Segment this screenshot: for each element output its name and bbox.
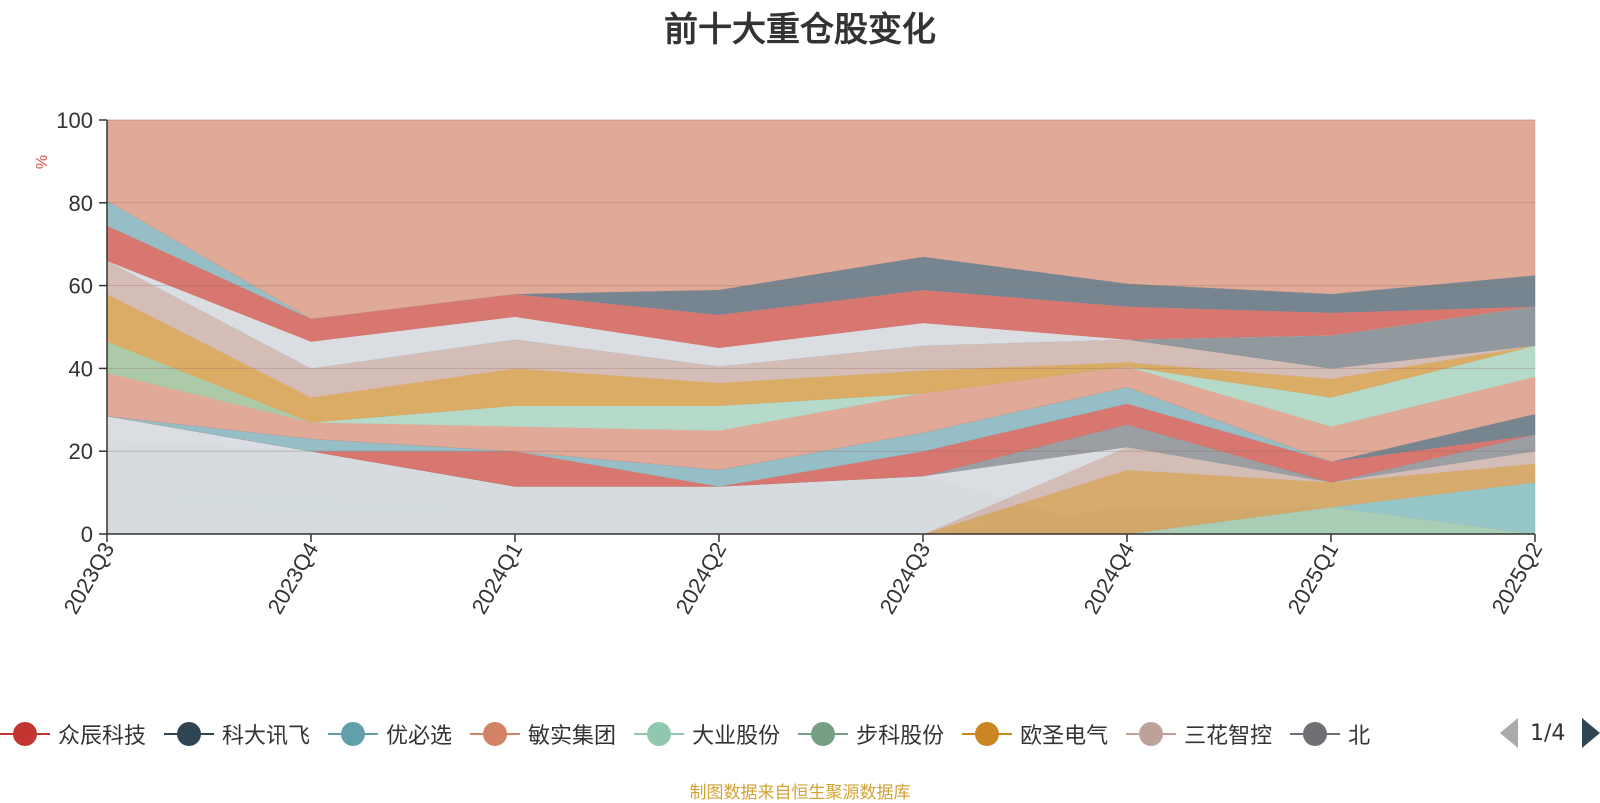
- area-band-24: [106, 119, 1536, 319]
- legend: 众辰科技 科大讯飞 优必选 敏实集团 大业股份 步科股份 欧圣电气 三花智控 北 1/4: [0, 712, 1600, 756]
- y-tick-label: 100: [56, 108, 93, 133]
- legend-item[interactable]: 大业股份: [634, 712, 780, 756]
- legend-label: 优必选: [386, 724, 453, 749]
- legend-label: 北: [1348, 724, 1371, 749]
- y-tick-label: 20: [69, 439, 93, 464]
- legend-marker-icon: [962, 722, 1013, 746]
- chart-title: 前十大重仓股变化: [664, 10, 936, 50]
- legend-item[interactable]: 三花智控: [1126, 712, 1272, 756]
- x-tick-label: 2023Q4: [263, 538, 324, 618]
- y-tick-label: 0: [81, 522, 93, 547]
- y-axis-unit-label: %: [34, 155, 51, 169]
- legend-items: 众辰科技 科大讯飞 优必选 敏实集团 大业股份 步科股份 欧圣电气 三花智控 北: [0, 712, 1480, 756]
- x-tick-label: 2024Q4: [1079, 538, 1140, 618]
- legend-item[interactable]: 优必选: [328, 712, 452, 756]
- x-tick-label: 2025Q2: [1487, 538, 1548, 618]
- legend-next-page-arrow-icon[interactable]: [1582, 718, 1600, 748]
- legend-marker-icon: [470, 722, 521, 746]
- legend-item[interactable]: 欧圣电气: [962, 712, 1108, 756]
- x-tick-label: 2024Q2: [671, 538, 732, 618]
- legend-marker-icon: [0, 722, 50, 746]
- legend-marker-icon: [1290, 722, 1341, 746]
- legend-item[interactable]: 步科股份: [798, 712, 944, 756]
- legend-label: 敏实集团: [528, 724, 617, 749]
- area-bands: [106, 119, 1536, 535]
- legend-marker-icon: [634, 722, 685, 746]
- legend-page-indicator: 1/4: [1530, 721, 1566, 746]
- legend-label: 步科股份: [856, 724, 945, 749]
- legend-label: 欧圣电气: [1020, 724, 1109, 749]
- y-tick-label: 40: [69, 356, 93, 381]
- source-note: 制图数据来自恒生聚源数据库: [689, 783, 911, 803]
- legend-marker-icon: [164, 722, 215, 746]
- x-tick-label: 2023Q3: [59, 538, 120, 618]
- x-tick-label: 2024Q3: [875, 538, 936, 618]
- legend-item[interactable]: 众辰科技: [0, 712, 146, 756]
- x-tick-label: 2025Q1: [1283, 538, 1344, 618]
- x-tick-label: 2024Q1: [467, 538, 528, 618]
- legend-item[interactable]: 北: [1290, 712, 1370, 756]
- legend-marker-icon: [798, 722, 849, 746]
- y-tick-label: 80: [69, 191, 93, 216]
- legend-label: 大业股份: [692, 724, 781, 749]
- legend-marker-icon: [1126, 722, 1177, 746]
- stacked-area-chart: 0 20 40 60 80 100 2023Q3 2023Q4 2024Q1 2024Q2 2024…: [34, 108, 1548, 618]
- legend-marker-icon: [328, 722, 379, 746]
- legend-item[interactable]: 敏实集团: [470, 712, 616, 756]
- legend-label: 众辰科技: [58, 724, 147, 749]
- legend-prev-page-arrow-icon[interactable]: [1500, 718, 1518, 748]
- legend-label: 科大讯飞: [222, 724, 311, 749]
- legend-item[interactable]: 科大讯飞: [164, 712, 310, 756]
- legend-label: 三花智控: [1184, 724, 1273, 749]
- y-tick-label: 60: [69, 274, 93, 299]
